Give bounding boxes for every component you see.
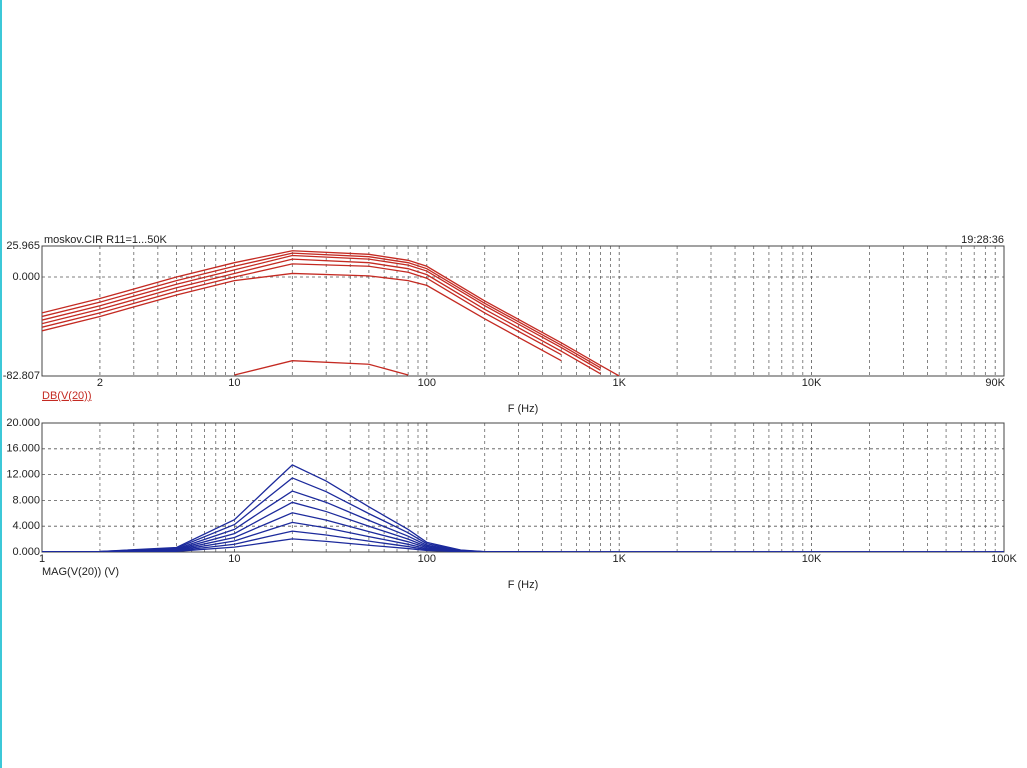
x-tick-label: 1K: [612, 553, 626, 565]
plot-frame: [41, 245, 1005, 377]
data-line: [42, 464, 1004, 552]
y-tick-label: 20.000: [6, 417, 40, 429]
x-tick-label: 90K: [985, 377, 1005, 389]
y-axis-label: DB(V(20)): [42, 390, 92, 402]
x-tick-label: 1: [39, 553, 45, 565]
x-tick-label: 100: [418, 377, 436, 389]
y-tick-label: 4.000: [12, 520, 40, 532]
data-line: [234, 360, 409, 376]
data-line: [42, 254, 601, 371]
x-tick-label: 1K: [612, 377, 626, 389]
plot-frame: [41, 422, 1005, 553]
data-line: [42, 538, 1004, 552]
y-tick-label: 8.000: [12, 494, 40, 506]
y-tick-label: 0.000: [12, 546, 40, 558]
data-line: [42, 272, 562, 362]
y-tick-label: 25.965: [6, 240, 40, 252]
y-axis-label: MAG(V(20)) (V): [42, 566, 119, 578]
data-line: [42, 250, 620, 376]
y-tick-label: 16.000: [6, 443, 40, 455]
x-tick-label: 10K: [802, 377, 822, 389]
x-tick-label: 10: [228, 377, 240, 389]
data-line: [42, 477, 1004, 552]
x-axis-label: F (Hz): [508, 403, 539, 415]
chart-title: moskov.CIR R11=1...50K: [44, 234, 167, 246]
y-tick-label: 0.000: [12, 271, 40, 283]
x-tick-label: 100: [418, 553, 436, 565]
x-tick-label: 2: [97, 377, 103, 389]
y-tick-label: 12.000: [6, 469, 40, 481]
x-tick-label: 10K: [802, 553, 822, 565]
data-line: [42, 258, 601, 375]
x-tick-label: 10: [228, 553, 240, 565]
timestamp: 19:28:36: [961, 234, 1004, 246]
data-line: [42, 263, 562, 356]
x-axis-label: F (Hz): [508, 579, 539, 591]
x-tick-label: 100K: [991, 553, 1017, 565]
y-tick-label: -82.807: [3, 370, 40, 382]
data-line: [42, 252, 601, 369]
